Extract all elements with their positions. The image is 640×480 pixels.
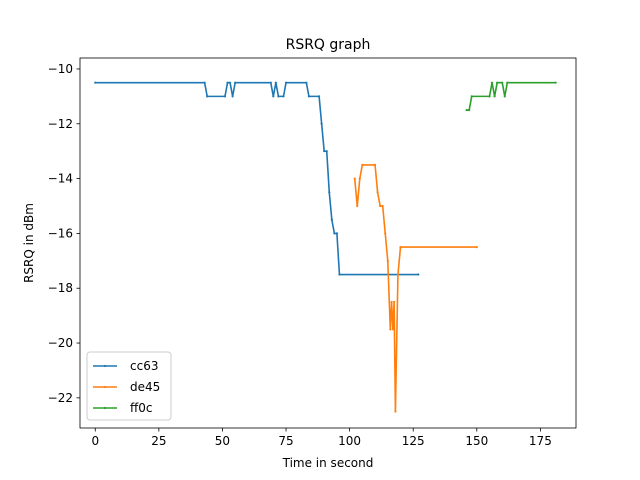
data-point-cc63 — [228, 81, 232, 84]
plot-area: 0 25 50 75 100 125 150 175 −10 −12 −14 −16 −18 −20 −2… — [48, 57, 577, 448]
x-tick-label: 125 — [402, 434, 425, 448]
data-point-cc63 — [274, 81, 277, 84]
legend-label-de45: de45 — [130, 380, 160, 394]
data-point-de45 — [396, 273, 400, 276]
data-point-cc63 — [94, 81, 97, 84]
legend-marker-cc63 — [103, 364, 107, 368]
legend-marker-ff0c — [103, 406, 107, 410]
data-point-de45 — [475, 246, 478, 249]
data-point-cc63 — [234, 81, 237, 84]
data-point-de45 — [393, 300, 396, 304]
data-point-cc63 — [206, 95, 209, 98]
data-point-cc63 — [330, 218, 333, 221]
data-point-de45 — [389, 328, 392, 331]
data-point-cc63 — [323, 150, 326, 153]
y-tick-label: −14 — [48, 172, 73, 186]
y-tick-label: −20 — [48, 336, 73, 350]
data-point-ff0c — [470, 95, 473, 98]
data-point-ff0c — [503, 95, 506, 98]
x-axis-ticks: 0 25 50 75 100 125 150 175 — [91, 428, 552, 448]
data-point-ff0c — [501, 81, 504, 84]
y-axis-ticks: −10 −12 −14 −16 −18 −20 −22 — [48, 62, 80, 405]
x-tick-label: 150 — [465, 434, 488, 448]
data-point-cc63 — [328, 191, 331, 194]
data-point-cc63 — [269, 81, 272, 84]
legend-box — [86, 351, 172, 421]
data-point-cc63 — [203, 81, 206, 84]
data-point-de45 — [384, 232, 387, 235]
data-point-ff0c — [465, 108, 468, 112]
data-point-cc63 — [231, 95, 234, 98]
data-point-de45 — [390, 300, 393, 304]
data-point-cc63 — [277, 95, 280, 98]
data-point-de45 — [358, 177, 361, 180]
legend-label-ff0c: ff0c — [130, 401, 153, 415]
x-tick-label: 100 — [338, 434, 361, 448]
data-point-ff0c — [496, 81, 499, 84]
data-point-ff0c — [506, 81, 509, 84]
data-point-de45 — [381, 204, 384, 208]
data-point-cc63 — [272, 95, 275, 98]
data-point-cc63 — [307, 95, 311, 98]
data-point-de45 — [399, 246, 402, 249]
series-layer — [94, 81, 557, 413]
data-point-cc63 — [282, 95, 285, 98]
data-point-cc63 — [223, 95, 227, 98]
data-point-de45 — [361, 163, 364, 166]
y-tick-label: −16 — [48, 226, 73, 240]
y-tick-label: −22 — [48, 391, 73, 405]
data-point-cc63 — [226, 81, 229, 84]
y-tick-label: −18 — [48, 281, 73, 295]
data-point-de45 — [373, 163, 377, 166]
data-point-cc63 — [417, 273, 420, 276]
chart-title: RSRQ graph — [286, 37, 371, 53]
x-tick-label: 0 — [91, 434, 99, 448]
data-point-de45 — [353, 177, 356, 180]
y-tick-label: −10 — [48, 62, 73, 76]
y-axis-label: RSRQ in dBm — [22, 203, 36, 283]
data-point-de45 — [379, 204, 382, 208]
y-tick-label: −12 — [48, 117, 73, 131]
data-point-de45 — [376, 191, 379, 194]
data-point-ff0c — [554, 81, 557, 84]
x-tick-label: 25 — [151, 434, 166, 448]
data-point-cc63 — [333, 232, 336, 235]
x-axis-label: Time in second — [282, 456, 374, 470]
legend-marker-de45 — [103, 385, 107, 389]
data-point-ff0c — [468, 108, 471, 112]
series-line-de45 — [353, 164, 477, 413]
data-point-cc63 — [325, 150, 328, 153]
data-point-ff0c — [488, 95, 491, 98]
axes-frame — [79, 57, 577, 429]
data-point-cc63 — [335, 232, 339, 235]
data-point-de45 — [356, 204, 359, 208]
data-point-cc63 — [338, 273, 341, 276]
legend-label-cc63: cc63 — [130, 359, 158, 373]
data-point-ff0c — [493, 95, 496, 98]
legend: cc63 de45 ff0c — [86, 351, 172, 421]
data-point-cc63 — [320, 122, 323, 125]
data-point-cc63 — [305, 81, 308, 84]
x-tick-label: 175 — [529, 434, 552, 448]
x-tick-label: 75 — [278, 434, 293, 448]
data-point-cc63 — [317, 95, 321, 98]
x-tick-label: 50 — [215, 434, 230, 448]
data-point-de45 — [386, 259, 389, 262]
data-point-de45 — [394, 410, 397, 413]
data-point-de45 — [391, 328, 394, 331]
data-point-cc63 — [284, 81, 288, 84]
data-point-ff0c — [490, 81, 494, 84]
